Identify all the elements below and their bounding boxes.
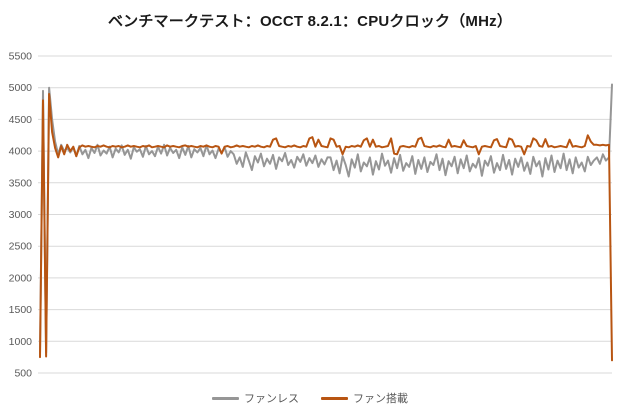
y-axis-label: 1000	[9, 336, 33, 348]
y-axis-label: 1500	[9, 304, 33, 316]
y-axis-label: 5000	[9, 82, 33, 94]
fanless-line-swatch-icon	[212, 396, 239, 400]
fan-line-swatch-icon	[321, 396, 348, 400]
legend-item-fan: ファン搭載	[321, 390, 408, 406]
y-axis-label: 2000	[9, 272, 33, 284]
y-axis-label: 3500	[9, 177, 33, 189]
chart-title: ベンチマークテスト：OCCT 8.2.1：CPUクロック（MHz）	[107, 13, 513, 30]
y-axis-label: 3000	[9, 209, 33, 221]
y-axis-label: 5500	[9, 51, 33, 63]
legend-label-fan: ファン搭載	[353, 393, 408, 405]
series-fan-line	[39, 93, 613, 362]
legend-label-fanless: ファンレス	[244, 393, 299, 405]
y-axis-label: 4000	[9, 146, 33, 158]
legend-item-fanless: ファンレス	[212, 390, 299, 406]
series-fanless-line	[39, 83, 613, 355]
line-chart: 5500 5000 4500 4000 3500 3000 2500 2000 1500 1000…	[9, 51, 613, 380]
y-axis-label: 4500	[9, 114, 33, 126]
y-axis-label: 500	[14, 368, 32, 380]
y-axis-label: 2500	[9, 241, 33, 253]
legend: ファンレス ファン搭載	[0, 390, 620, 406]
